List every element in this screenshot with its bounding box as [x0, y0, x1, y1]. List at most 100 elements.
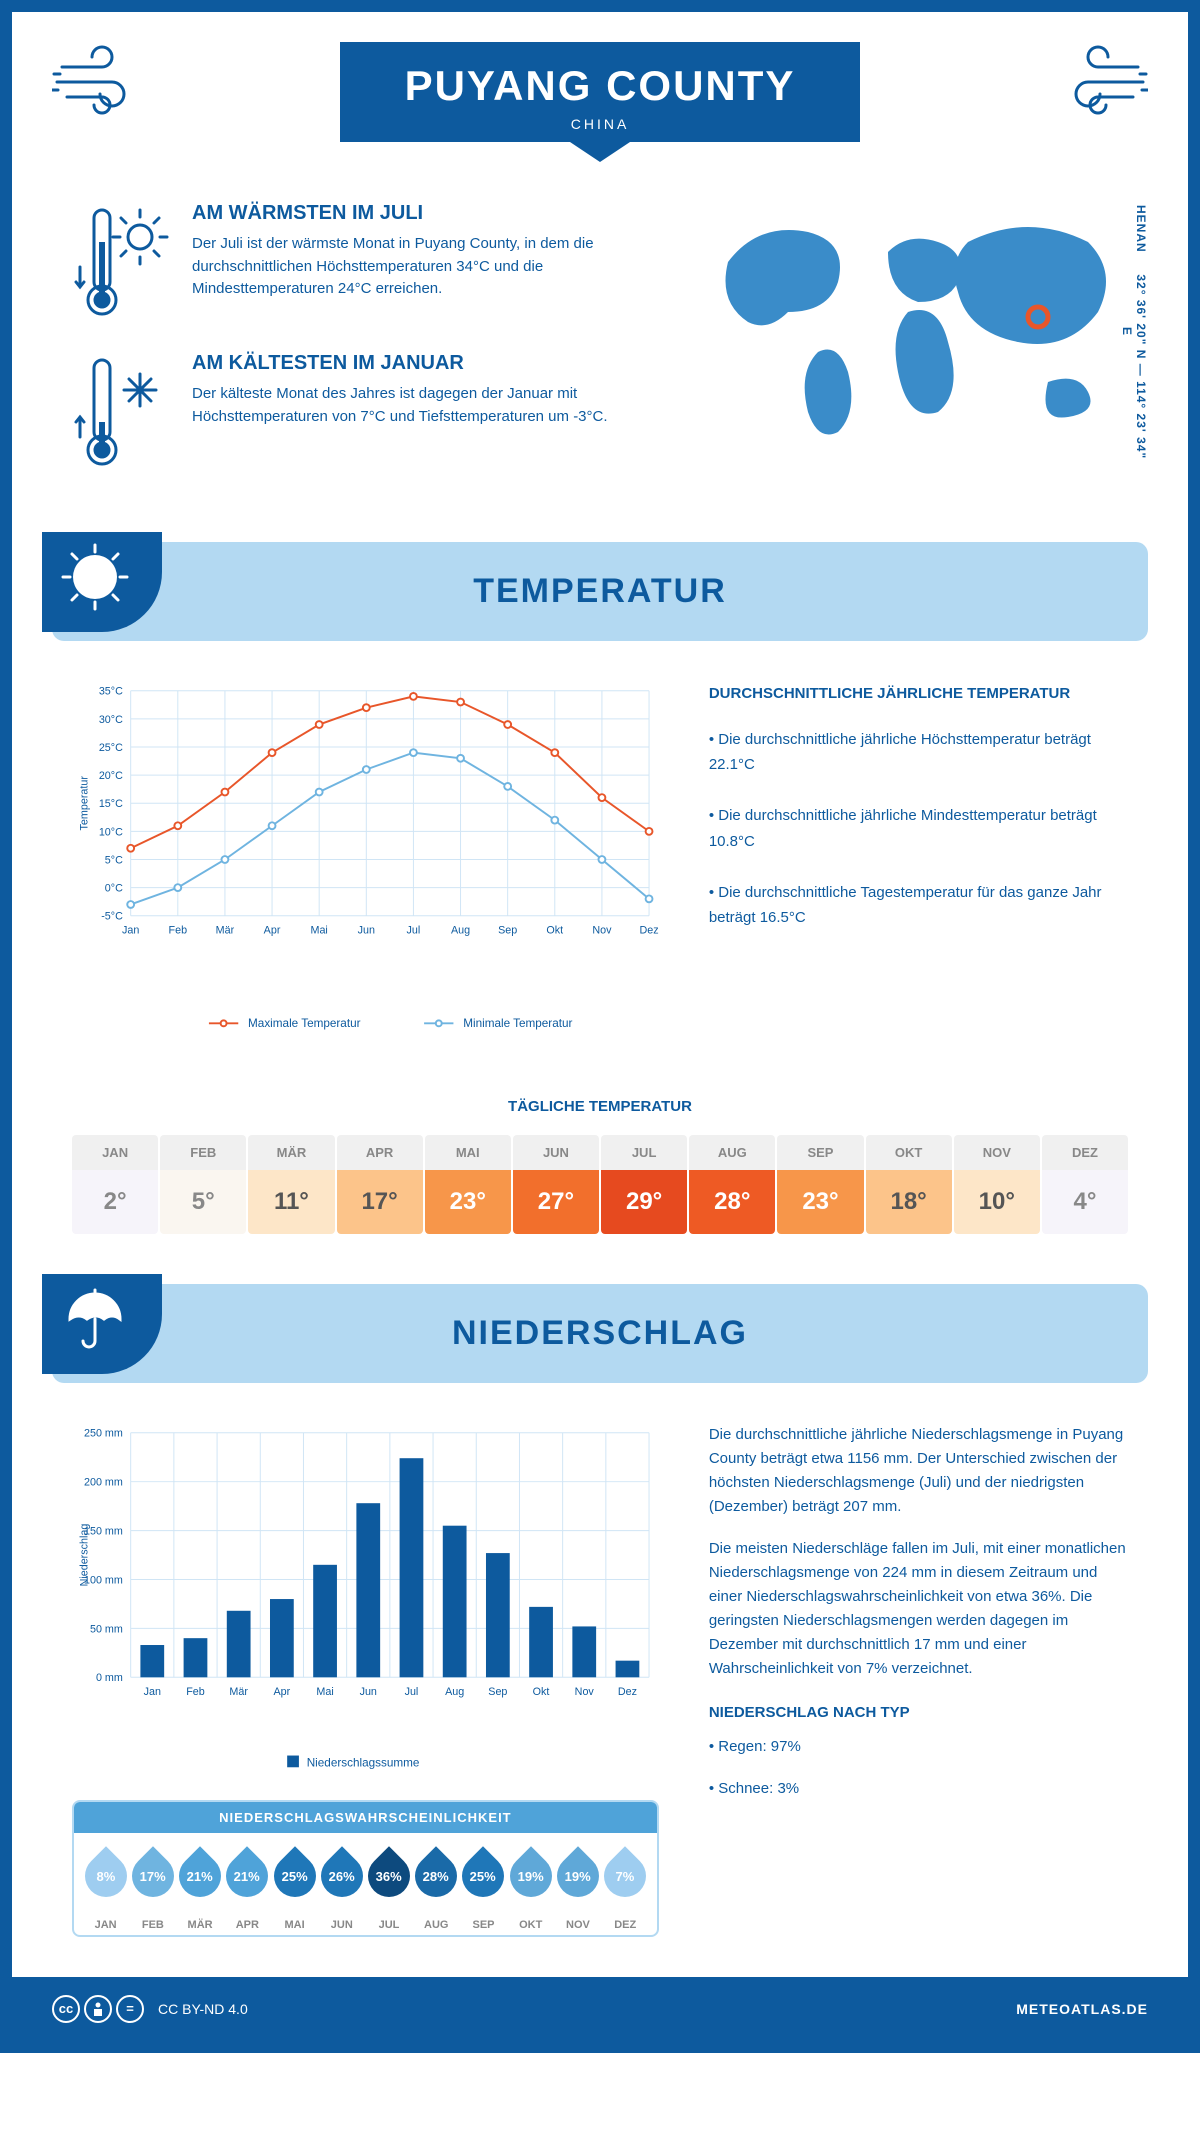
infographic-container: PUYANG COUNTY CHINA: [0, 0, 1200, 2053]
svg-text:Okt: Okt: [533, 1686, 550, 1698]
daily-cell: OKT18°: [866, 1135, 952, 1234]
title-ribbon: PUYANG COUNTY CHINA: [340, 42, 860, 142]
probability-drop: 25%MAI: [273, 1847, 316, 1931]
umbrella-icon: [42, 1274, 162, 1374]
daily-cell: APR17°: [337, 1135, 423, 1234]
header: PUYANG COUNTY CHINA: [12, 12, 1188, 202]
svg-text:Aug: Aug: [451, 924, 470, 936]
svg-text:Niederschlag: Niederschlag: [79, 1523, 91, 1586]
svg-text:Jan: Jan: [122, 924, 139, 936]
probability-drop: 8%JAN: [84, 1847, 127, 1931]
nd-icon: =: [116, 1995, 144, 2023]
temperature-banner: TEMPERATUR: [52, 542, 1148, 641]
svg-text:Jul: Jul: [407, 924, 421, 936]
precip-title: NIEDERSCHLAG: [72, 1314, 1128, 1353]
precip-bar-chart: 0 mm50 mm100 mm150 mm200 mm250 mmJanFebM…: [72, 1423, 659, 1780]
warmest-block: AM WÄRMSTEN IM JULI Der Juli ist der wär…: [72, 202, 668, 322]
probability-drop: 19%OKT: [509, 1847, 552, 1931]
svg-text:Jan: Jan: [144, 1686, 161, 1698]
daily-cell: SEP23°: [777, 1135, 863, 1234]
svg-text:10°C: 10°C: [99, 826, 123, 838]
location-country: CHINA: [400, 116, 800, 132]
precip-snow: • Schnee: 3%: [709, 1777, 1128, 1801]
intro-section: AM WÄRMSTEN IM JULI Der Juli ist der wär…: [12, 202, 1188, 542]
precip-type-title: NIEDERSCHLAG NACH TYP: [709, 1701, 1128, 1725]
coords-label: 32° 36' 20" N — 114° 23' 34" E: [1120, 274, 1148, 459]
daily-cell: NOV10°: [954, 1135, 1040, 1234]
probability-drop: 17%FEB: [131, 1847, 174, 1931]
svg-text:Niederschlagssumme: Niederschlagssumme: [307, 1756, 420, 1769]
region-label: HENAN: [1134, 205, 1148, 253]
daily-cell: JAN2°: [72, 1135, 158, 1234]
svg-text:Dez: Dez: [639, 924, 658, 936]
svg-text:Sep: Sep: [498, 924, 517, 936]
svg-text:30°C: 30°C: [99, 714, 123, 726]
temp-desc-title: DURCHSCHNITTLICHE JÄHRLICHE TEMPERATUR: [709, 681, 1128, 707]
daily-cell: MÄR11°: [248, 1135, 334, 1234]
probability-drop: 19%NOV: [556, 1847, 599, 1931]
svg-text:Feb: Feb: [186, 1686, 205, 1698]
by-icon: [84, 1995, 112, 2023]
svg-text:Nov: Nov: [575, 1686, 595, 1698]
temp-bullet-3: • Die durchschnittliche Tagestemperatur …: [709, 880, 1128, 931]
cc-icons: cc =: [52, 1995, 144, 2023]
world-map: [708, 202, 1128, 462]
daily-cell: AUG28°: [689, 1135, 775, 1234]
svg-text:0 mm: 0 mm: [96, 1672, 123, 1684]
sun-icon: [42, 532, 162, 632]
warmest-title: AM WÄRMSTEN IM JULI: [192, 202, 668, 225]
svg-text:25°C: 25°C: [99, 742, 123, 754]
precip-rain: • Regen: 97%: [709, 1735, 1128, 1759]
coordinates: HENAN 32° 36' 20" N — 114° 23' 34" E: [1120, 202, 1148, 462]
probability-drop: 21%MÄR: [178, 1847, 221, 1931]
temperature-title: TEMPERATUR: [72, 572, 1128, 611]
svg-text:250 mm: 250 mm: [84, 1427, 123, 1439]
temperature-line-chart: -5°C0°C5°C10°C15°C20°C25°C30°C35°CJanFeb…: [72, 681, 659, 1058]
svg-text:Jul: Jul: [405, 1686, 419, 1698]
cc-icon: cc: [52, 1995, 80, 2023]
temp-bullet-1: • Die durchschnittliche jährliche Höchst…: [709, 727, 1128, 778]
svg-text:5°C: 5°C: [105, 854, 123, 866]
svg-text:Maximale Temperatur: Maximale Temperatur: [248, 1017, 361, 1030]
probability-drop: 26%JUN: [320, 1847, 363, 1931]
daily-cell: JUN27°: [513, 1135, 599, 1234]
probability-drop: 36%JUL: [367, 1847, 410, 1931]
svg-text:-5°C: -5°C: [101, 911, 123, 923]
svg-text:35°C: 35°C: [99, 686, 123, 698]
daily-temp-strip: JAN2°FEB5°MÄR11°APR17°MAI23°JUN27°JUL29°…: [72, 1135, 1128, 1234]
coldest-body: Der kälteste Monat des Jahres ist dagege…: [192, 383, 668, 428]
probability-drop: 28%AUG: [415, 1847, 458, 1931]
wind-icon-left: [52, 42, 152, 122]
svg-text:Mär: Mär: [229, 1686, 248, 1698]
site-label: METEOATLAS.DE: [1016, 2001, 1148, 2017]
coldest-block: AM KÄLTESTEN IM JANUAR Der kälteste Mona…: [72, 352, 668, 472]
svg-text:Jun: Jun: [360, 1686, 377, 1698]
svg-text:Aug: Aug: [445, 1686, 464, 1698]
svg-text:Apr: Apr: [264, 924, 281, 936]
daily-cell: FEB5°: [160, 1135, 246, 1234]
svg-text:50 mm: 50 mm: [90, 1623, 123, 1635]
svg-text:Temperatur: Temperatur: [79, 776, 91, 831]
svg-text:0°C: 0°C: [105, 883, 123, 895]
precip-para-2: Die meisten Niederschläge fallen im Juli…: [709, 1537, 1128, 1681]
footer: cc = CC BY-ND 4.0 METEOATLAS.DE: [12, 1977, 1188, 2041]
daily-cell: MAI23°: [425, 1135, 511, 1234]
coldest-title: AM KÄLTESTEN IM JANUAR: [192, 352, 668, 375]
daily-cell: DEZ4°: [1042, 1135, 1128, 1234]
svg-text:Sep: Sep: [488, 1686, 507, 1698]
temp-bullet-2: • Die durchschnittliche jährliche Mindes…: [709, 803, 1128, 854]
daily-temp-title: TÄGLICHE TEMPERATUR: [12, 1098, 1188, 1115]
world-map-container: HENAN 32° 36' 20" N — 114° 23' 34" E: [708, 202, 1128, 502]
thermometer-hot-icon: [72, 202, 172, 322]
probability-drop: 25%SEP: [462, 1847, 505, 1931]
probability-box: NIEDERSCHLAGSWAHRSCHEINLICHKEIT 8%JAN17%…: [72, 1800, 659, 1937]
svg-text:15°C: 15°C: [99, 798, 123, 810]
svg-text:Dez: Dez: [618, 1686, 637, 1698]
svg-text:Mai: Mai: [311, 924, 328, 936]
license-label: CC BY-ND 4.0: [158, 2001, 248, 2017]
probability-drop: 7%DEZ: [604, 1847, 647, 1931]
precip-description: Die durchschnittliche jährliche Niedersc…: [709, 1423, 1128, 1937]
svg-text:Jun: Jun: [358, 924, 375, 936]
temperature-description: DURCHSCHNITTLICHE JÄHRLICHE TEMPERATUR •…: [709, 681, 1128, 1058]
location-title: PUYANG COUNTY: [400, 62, 800, 110]
